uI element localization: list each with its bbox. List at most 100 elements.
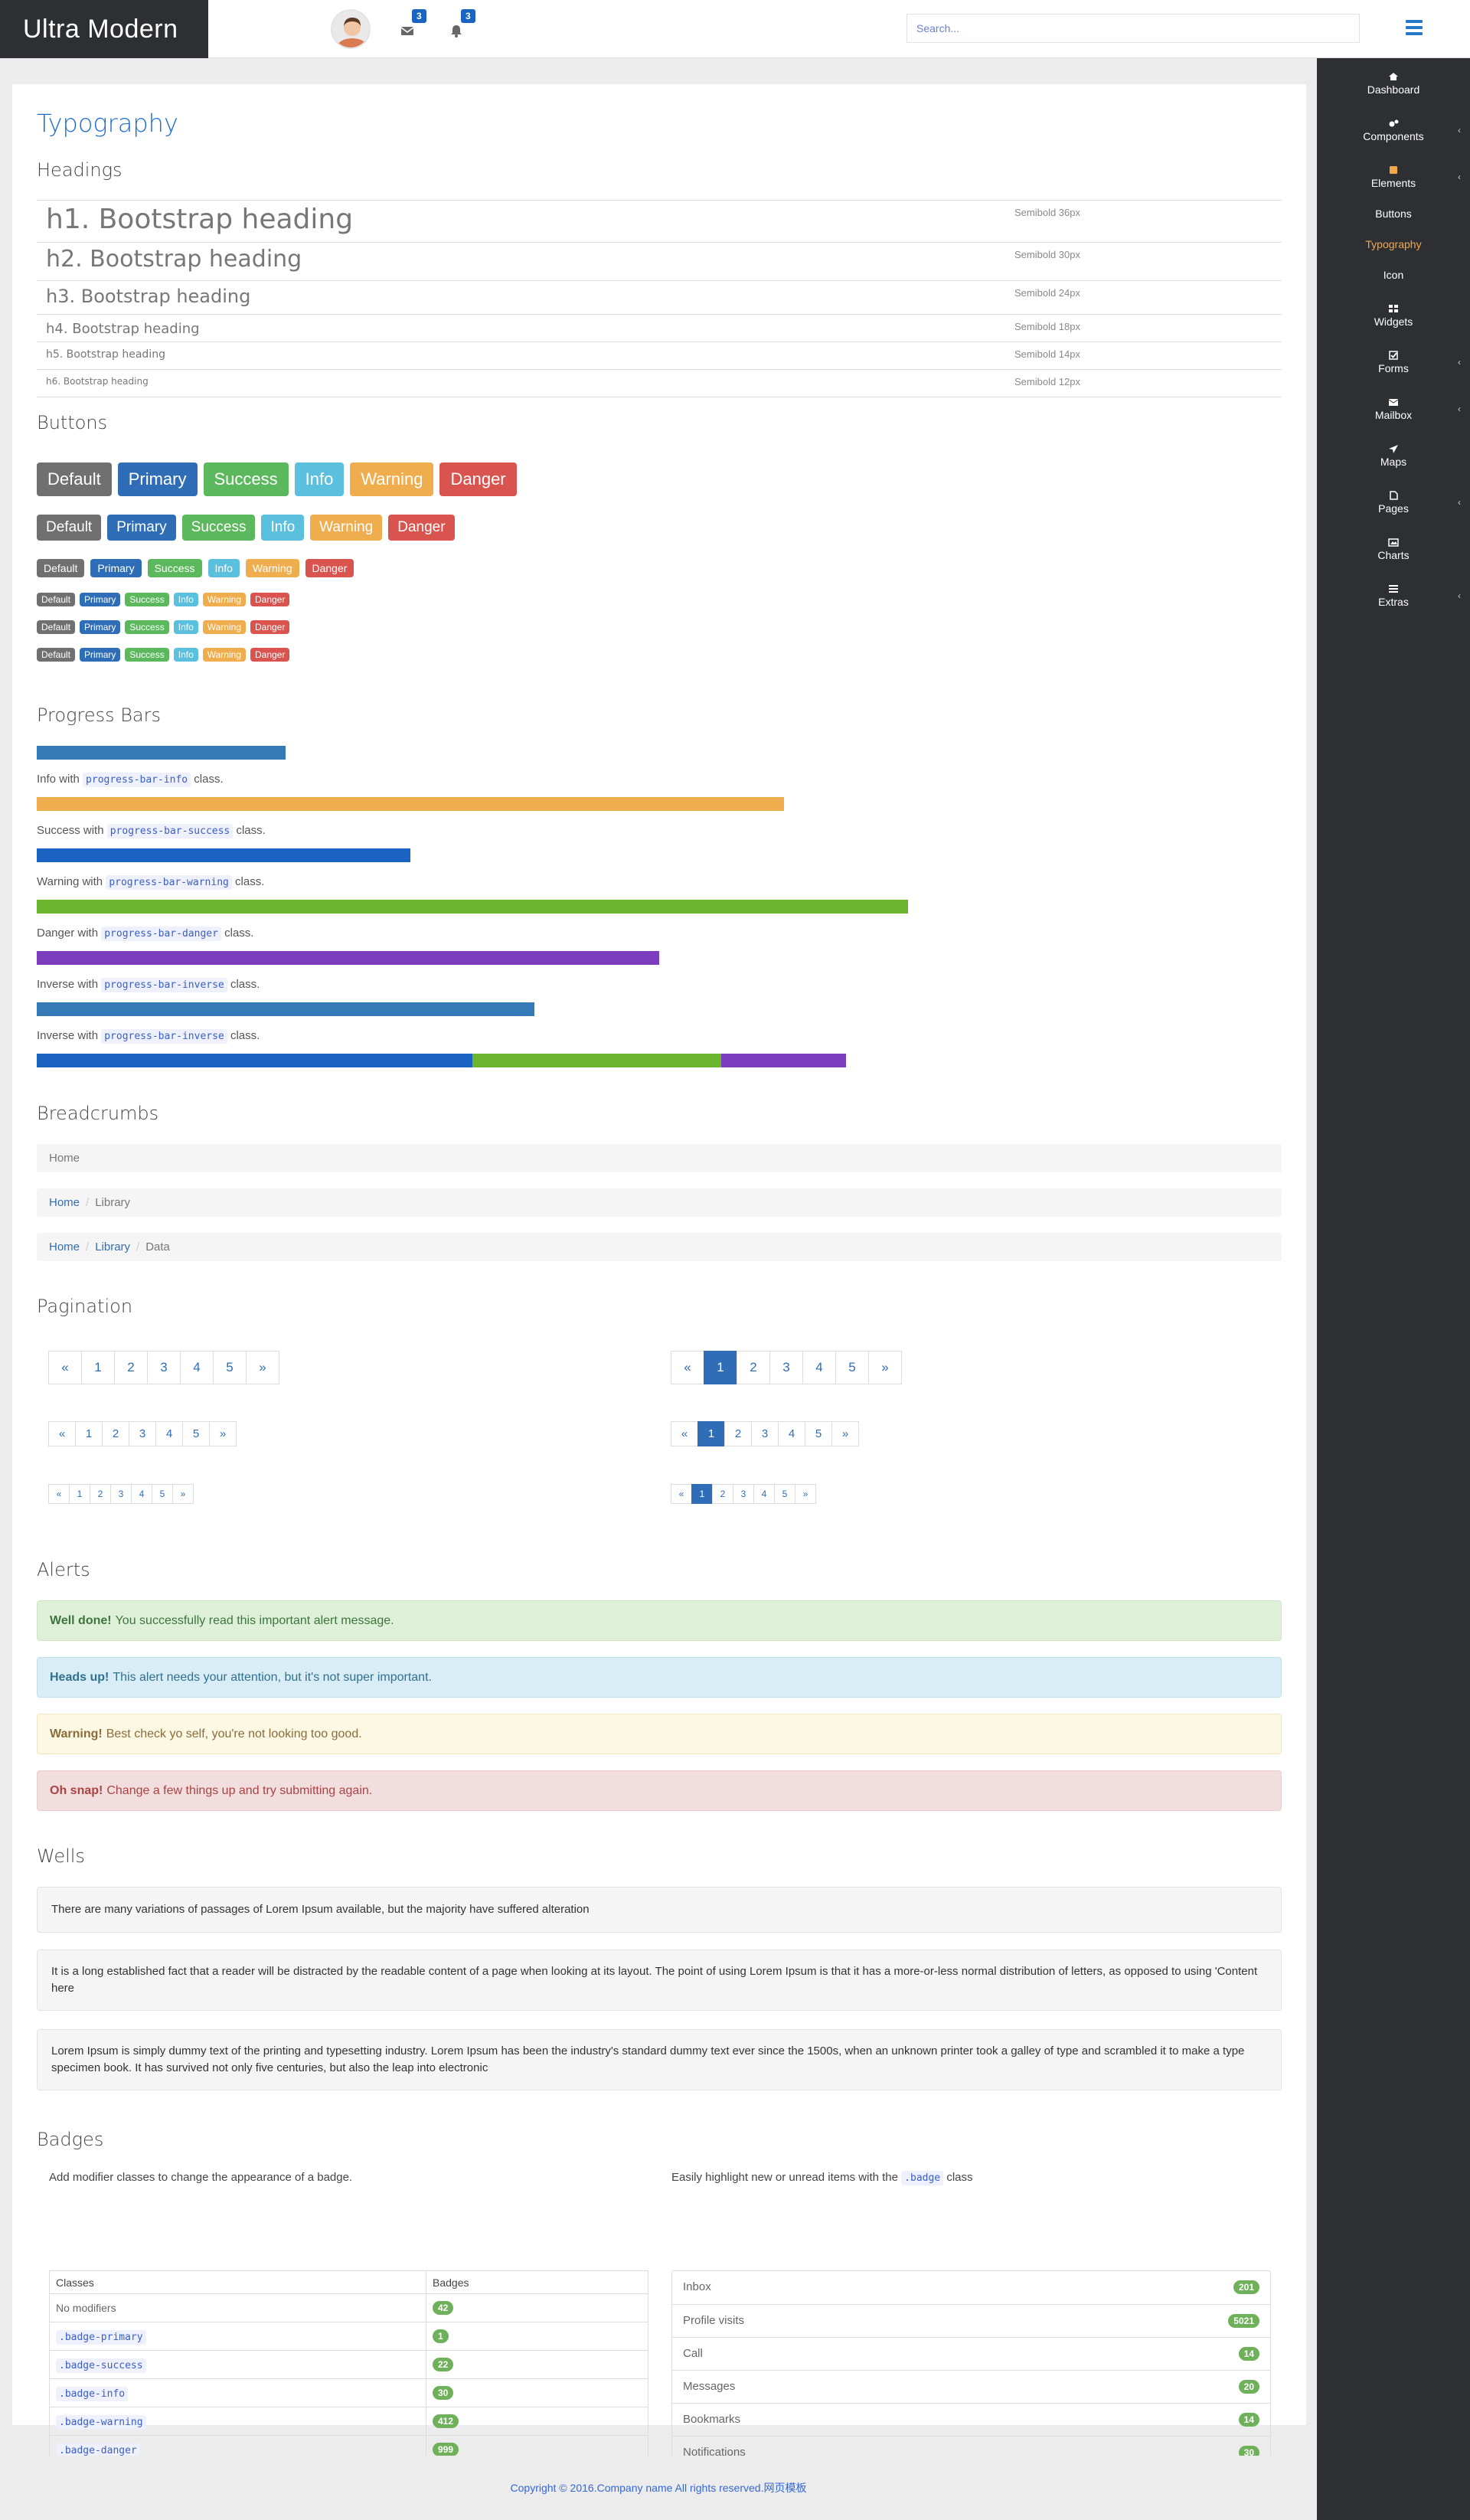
default-button[interactable]: Default <box>37 648 76 662</box>
warning-button[interactable]: Warning <box>310 515 383 541</box>
pagination-page-1[interactable]: 1 <box>697 1421 725 1446</box>
pagination-page-1[interactable]: 1 <box>704 1351 737 1384</box>
danger-button[interactable]: Danger <box>250 620 290 634</box>
pagination-prev[interactable]: « <box>48 1421 76 1446</box>
pagination-page-1[interactable]: 1 <box>69 1484 90 1504</box>
breadcrumb-link-library[interactable]: Library <box>95 1240 131 1253</box>
pagination-next[interactable]: » <box>209 1421 237 1446</box>
pagination-page-5[interactable]: 5 <box>835 1351 869 1384</box>
sidebar-item-charts[interactable]: Charts <box>1317 524 1470 570</box>
list-item-messages[interactable]: Messages 20 <box>672 2370 1270 2403</box>
breadcrumb-link-home[interactable]: Home <box>49 1240 80 1253</box>
warning-button[interactable]: Warning <box>202 620 246 634</box>
success-button[interactable]: Success <box>203 462 289 496</box>
sidebar-item-elements[interactable]: Elements ‹ <box>1317 152 1470 198</box>
pagination-page-3[interactable]: 3 <box>147 1351 181 1384</box>
info-button[interactable]: Info <box>173 648 198 662</box>
pagination-page-4[interactable]: 4 <box>802 1351 836 1384</box>
bell-notification[interactable]: 3 <box>446 9 476 44</box>
info-button[interactable]: Info <box>173 620 198 634</box>
pagination-prev[interactable]: « <box>671 1351 704 1384</box>
info-button[interactable]: Info <box>294 462 345 496</box>
pagination-page-5[interactable]: 5 <box>213 1351 247 1384</box>
primary-button[interactable]: Primary <box>80 648 121 662</box>
pagination-page-2[interactable]: 2 <box>102 1421 129 1446</box>
warning-button[interactable]: Warning <box>202 593 246 606</box>
sidebar-item-forms[interactable]: Forms ‹ <box>1317 337 1470 384</box>
pagination-page-3[interactable]: 3 <box>110 1484 132 1504</box>
pagination-page-4[interactable]: 4 <box>155 1421 183 1446</box>
info-button[interactable]: Info <box>261 515 305 541</box>
breadcrumb-link-home[interactable]: Home <box>49 1196 80 1209</box>
danger-button[interactable]: Danger <box>250 593 290 606</box>
avatar[interactable] <box>331 9 371 49</box>
pagination-page-3[interactable]: 3 <box>733 1484 754 1504</box>
sidebar-item-extras[interactable]: Extras ‹ <box>1317 570 1470 617</box>
success-button[interactable]: Success <box>147 559 202 577</box>
pagination-page-1[interactable]: 1 <box>75 1421 103 1446</box>
pagination-next[interactable]: » <box>795 1484 816 1504</box>
pagination-prev[interactable]: « <box>671 1484 692 1504</box>
default-button[interactable]: Default <box>37 559 85 577</box>
pagination-page-1[interactable]: 1 <box>81 1351 115 1384</box>
sidebar-item-dashboard[interactable]: Dashboard <box>1317 58 1470 105</box>
list-item-call[interactable]: Call 14 <box>672 2337 1270 2370</box>
success-button[interactable]: Success <box>125 620 169 634</box>
sidebar-subitem-icon[interactable]: Icon <box>1383 269 1404 281</box>
default-button[interactable]: Default <box>37 593 76 606</box>
pagination-page-5[interactable]: 5 <box>805 1421 832 1446</box>
danger-button[interactable]: Danger <box>305 559 354 577</box>
default-button[interactable]: Default <box>37 462 112 496</box>
pagination-page-3[interactable]: 3 <box>769 1351 803 1384</box>
pagination-prev[interactable]: « <box>671 1421 698 1446</box>
pagination-page-2[interactable]: 2 <box>90 1484 111 1504</box>
hamburger-icon[interactable] <box>1406 20 1423 35</box>
success-button[interactable]: Success <box>125 593 169 606</box>
default-button[interactable]: Default <box>37 515 102 541</box>
primary-button[interactable]: Primary <box>117 462 198 496</box>
list-item-inbox[interactable]: Inbox 201 <box>672 2271 1270 2304</box>
pagination-page-3[interactable]: 3 <box>751 1421 779 1446</box>
danger-button[interactable]: Danger <box>388 515 455 541</box>
pagination-next[interactable]: » <box>246 1351 279 1384</box>
sidebar-subitem-buttons[interactable]: Buttons <box>1375 208 1412 220</box>
primary-button[interactable]: Primary <box>80 593 121 606</box>
success-button[interactable]: Success <box>125 648 169 662</box>
pagination-page-2[interactable]: 2 <box>114 1351 148 1384</box>
success-button[interactable]: Success <box>181 515 256 541</box>
primary-button[interactable]: Primary <box>107 515 176 541</box>
list-item-profile-visits[interactable]: Profile visits 5021 <box>672 2304 1270 2337</box>
pagination-page-1[interactable]: 1 <box>691 1484 713 1504</box>
pagination-page-5[interactable]: 5 <box>182 1421 210 1446</box>
pagination-next[interactable]: » <box>831 1421 859 1446</box>
pagination-next[interactable]: » <box>868 1351 902 1384</box>
sidebar-item-components[interactable]: Components ‹ <box>1317 105 1470 152</box>
warning-button[interactable]: Warning <box>245 559 299 577</box>
pagination-page-4[interactable]: 4 <box>753 1484 775 1504</box>
info-button[interactable]: Info <box>173 593 198 606</box>
pagination-page-5[interactable]: 5 <box>774 1484 795 1504</box>
pagination-prev[interactable]: « <box>48 1484 70 1504</box>
pagination-page-5[interactable]: 5 <box>152 1484 173 1504</box>
danger-button[interactable]: Danger <box>439 462 517 496</box>
default-button[interactable]: Default <box>37 620 76 634</box>
search-input[interactable] <box>906 14 1360 43</box>
pagination-page-2[interactable]: 2 <box>724 1421 752 1446</box>
pagination-page-2[interactable]: 2 <box>712 1484 733 1504</box>
pagination-page-4[interactable]: 4 <box>131 1484 152 1504</box>
pagination-page-3[interactable]: 3 <box>129 1421 156 1446</box>
pagination-next[interactable]: » <box>172 1484 194 1504</box>
pagination-prev[interactable]: « <box>48 1351 82 1384</box>
danger-button[interactable]: Danger <box>250 648 290 662</box>
warning-button[interactable]: Warning <box>202 648 246 662</box>
sidebar-item-maps[interactable]: Maps <box>1317 430 1470 477</box>
mail-notification[interactable]: 3 <box>397 9 427 44</box>
pagination-page-4[interactable]: 4 <box>180 1351 214 1384</box>
sidebar-item-mailbox[interactable]: Mailbox ‹ <box>1317 384 1470 430</box>
list-item-bookmarks[interactable]: Bookmarks 14 <box>672 2403 1270 2436</box>
sidebar-subitem-typography[interactable]: Typography <box>1365 238 1422 250</box>
pagination-page-2[interactable]: 2 <box>737 1351 770 1384</box>
app-logo[interactable]: Ultra Modern <box>0 0 208 58</box>
warning-button[interactable]: Warning <box>350 462 434 496</box>
primary-button[interactable]: Primary <box>80 620 121 634</box>
